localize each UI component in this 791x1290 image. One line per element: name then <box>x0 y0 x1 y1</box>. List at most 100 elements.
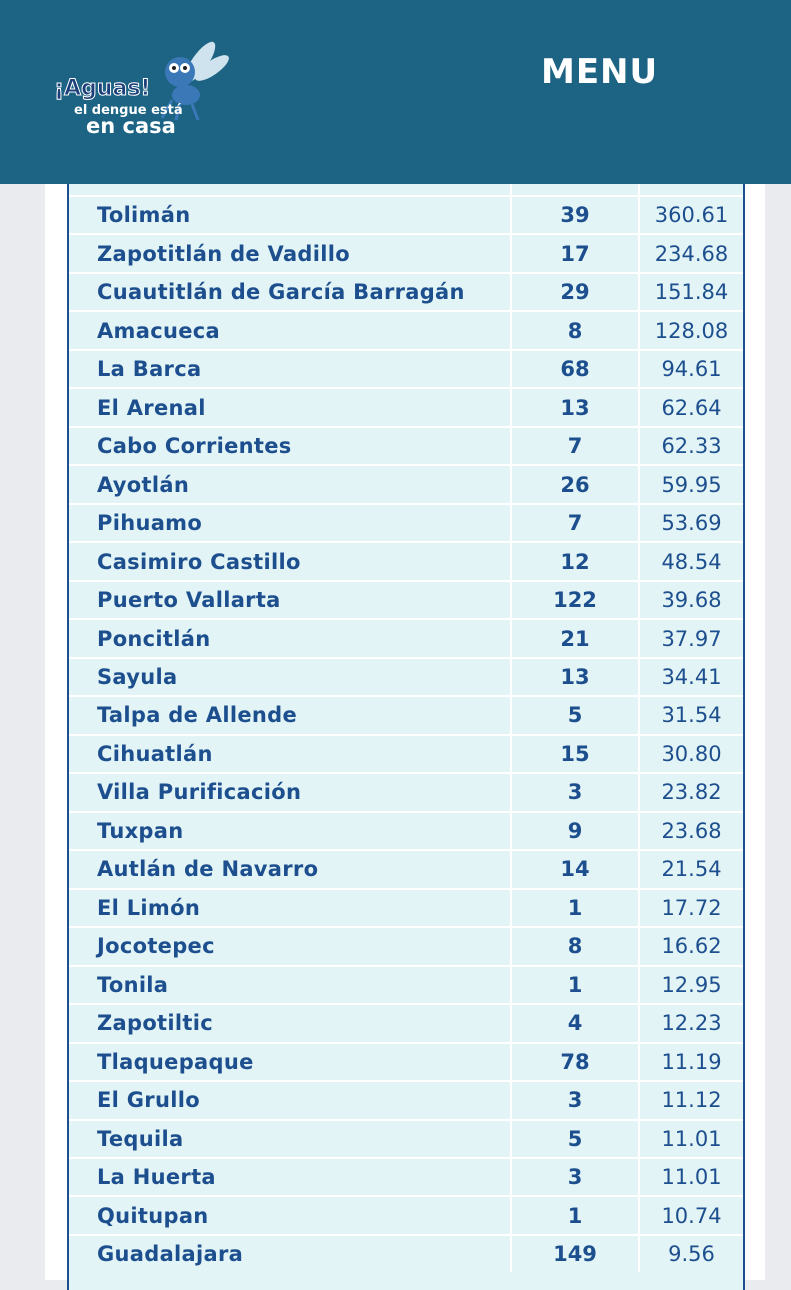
cases-cell: 122 <box>510 581 638 619</box>
logo-title: ¡Aguas! <box>53 76 151 102</box>
rate-cell: 128.08 <box>638 312 743 349</box>
municipality-cell: Tonila <box>97 972 169 997</box>
municipality-cell: Ayotlán <box>97 472 190 497</box>
rate-cell: 34.41 <box>638 658 743 696</box>
cases-cell: 1 <box>510 966 638 1004</box>
rate-cell: 21.54 <box>638 851 743 888</box>
cases-cell: 39 <box>510 197 638 234</box>
logo-mosquito <box>160 41 229 121</box>
municipality-cell: Zapotitlán de Vadillo <box>97 241 350 266</box>
rate-cell: 37.97 <box>638 620 743 657</box>
cases-cell: 15 <box>510 735 638 773</box>
rate-cell: 9.56 <box>638 1235 743 1273</box>
municipality-cell: Cabo Corrientes <box>97 434 292 459</box>
header: ¡Aguas! el dengue está en casa MENU <box>0 0 791 184</box>
rate-cell: 31.54 <box>638 697 743 734</box>
cases-cell: 7 <box>510 504 638 542</box>
cases-cell: 7 <box>510 427 638 465</box>
municipality-cell: Amacueca <box>97 318 220 343</box>
cases-cell: 1 <box>510 889 638 927</box>
cases-cell: 9 <box>510 812 638 850</box>
table-row: Poncitlán 21 37.97 <box>69 618 743 657</box>
rate-cell: 12.23 <box>638 1005 743 1042</box>
cases-cell: 13 <box>510 389 638 426</box>
municipality-cell: Guadalajara <box>97 1242 244 1267</box>
table-row: Talpa de Allende 5 31.54 <box>69 695 743 734</box>
rate-cell: 59.95 <box>638 466 743 503</box>
table-row: El Limón 1 17.72 <box>69 887 743 927</box>
municipality-cell: Sayula <box>97 664 178 689</box>
municipality-cell: Cihuatlán <box>97 741 213 766</box>
rate-cell: 48.54 <box>638 543 743 580</box>
rate-cell: 23.68 <box>638 812 743 850</box>
municipality-cell: Tlaquepaque <box>97 1049 254 1074</box>
table-row: Ayotlán 26 59.95 <box>69 464 743 503</box>
municipality-cell: El Grullo <box>97 1088 200 1113</box>
rate-cell: 16.62 <box>638 928 743 965</box>
table-row: Cuautitlán de García Barragán 29 151.84 <box>69 271 743 311</box>
rate-cell: 17.72 <box>638 889 743 927</box>
table-row: Quitupan 1 10.74 <box>69 1195 743 1234</box>
table-row: Casimiro Castillo 12 48.54 <box>69 541 743 580</box>
cases-cell: 26 <box>510 466 638 503</box>
rate-cell: 11.01 <box>638 1159 743 1196</box>
rate-cell: 23.82 <box>638 774 743 811</box>
cases-cell: 5 <box>510 697 638 734</box>
cases-cell: 68 <box>510 350 638 388</box>
rate-cell: 39.68 <box>638 581 743 619</box>
municipality-cell: La Huerta <box>97 1165 216 1190</box>
logo-line: en casa <box>86 114 176 138</box>
menu-button[interactable]: MENU <box>541 52 659 92</box>
municipality-cell: Villa Purificación <box>97 780 302 805</box>
cases-cell: 17 <box>510 235 638 272</box>
cases-cell: 14 <box>510 851 638 888</box>
table-row: Zapotiltic 4 12.23 <box>69 1003 743 1042</box>
table-row: Puerto Vallarta 122 39.68 <box>69 579 743 619</box>
cases-cell: 29 <box>510 273 638 311</box>
rate-cell: 151.84 <box>638 273 743 311</box>
cases-cell: 78 <box>510 1043 638 1081</box>
cases-cell: 12 <box>510 543 638 580</box>
table-row: Cabo Corrientes 7 62.33 <box>69 425 743 465</box>
rate-cell: 11.19 <box>638 1043 743 1081</box>
table-row: Tolimán 39 360.61 <box>69 195 743 234</box>
table-row: El Arenal 13 62.64 <box>69 387 743 426</box>
rate-cell: 62.33 <box>638 427 743 465</box>
rate-cell: 12.95 <box>638 966 743 1004</box>
table-row: Pihuamo 7 53.69 <box>69 502 743 542</box>
rate-cell: 360.61 <box>638 197 743 234</box>
municipality-cell: Puerto Vallarta <box>97 588 281 613</box>
table-row: Tlaquepaque 78 11.19 <box>69 1041 743 1081</box>
table-row: Tequila 5 11.01 <box>69 1118 743 1157</box>
rate-cell: 94.61 <box>638 350 743 388</box>
cases-cell: 13 <box>510 658 638 696</box>
table-row: Tuxpan 9 23.68 <box>69 810 743 850</box>
rate-cell: 10.74 <box>638 1197 743 1234</box>
rate-cell: 11.12 <box>638 1082 743 1119</box>
table-row: Tonila 1 12.95 <box>69 964 743 1004</box>
cases-cell: 3 <box>510 1159 638 1196</box>
cases-cell: 8 <box>510 928 638 965</box>
rate-cell: 53.69 <box>638 504 743 542</box>
table-row: Amacueca 8 128.08 <box>69 310 743 349</box>
municipality-cell: La Barca <box>97 357 202 382</box>
municipality-cell: Pihuamo <box>97 511 203 536</box>
municipality-cell: Cuautitlán de García Barragán <box>97 280 465 305</box>
cases-cell: 21 <box>510 620 638 657</box>
table-row: Jocotepec 8 16.62 <box>69 926 743 965</box>
cases-cell: 4 <box>510 1005 638 1042</box>
rate-cell: 11.01 <box>638 1120 743 1157</box>
municipality-cell: Zapotiltic <box>97 1011 213 1036</box>
table-row: La Barca 68 94.61 <box>69 348 743 388</box>
municipality-cell: Talpa de Allende <box>97 703 298 728</box>
cases-cell: 149 <box>510 1235 638 1273</box>
table-row: Autlán de Navarro 14 21.54 <box>69 849 743 888</box>
table-row: El Grullo 3 11.12 <box>69 1080 743 1119</box>
table-row: Sayula 13 34.41 <box>69 656 743 696</box>
rate-cell: 234.68 <box>638 235 743 272</box>
table-row: Zapotitlán de Vadillo 17 234.68 <box>69 233 743 272</box>
data-table: Tolimán 39 360.61 Zapotitlán de Vadillo 17 23… <box>67 150 745 1290</box>
municipality-cell: Tequila <box>97 1126 184 1151</box>
